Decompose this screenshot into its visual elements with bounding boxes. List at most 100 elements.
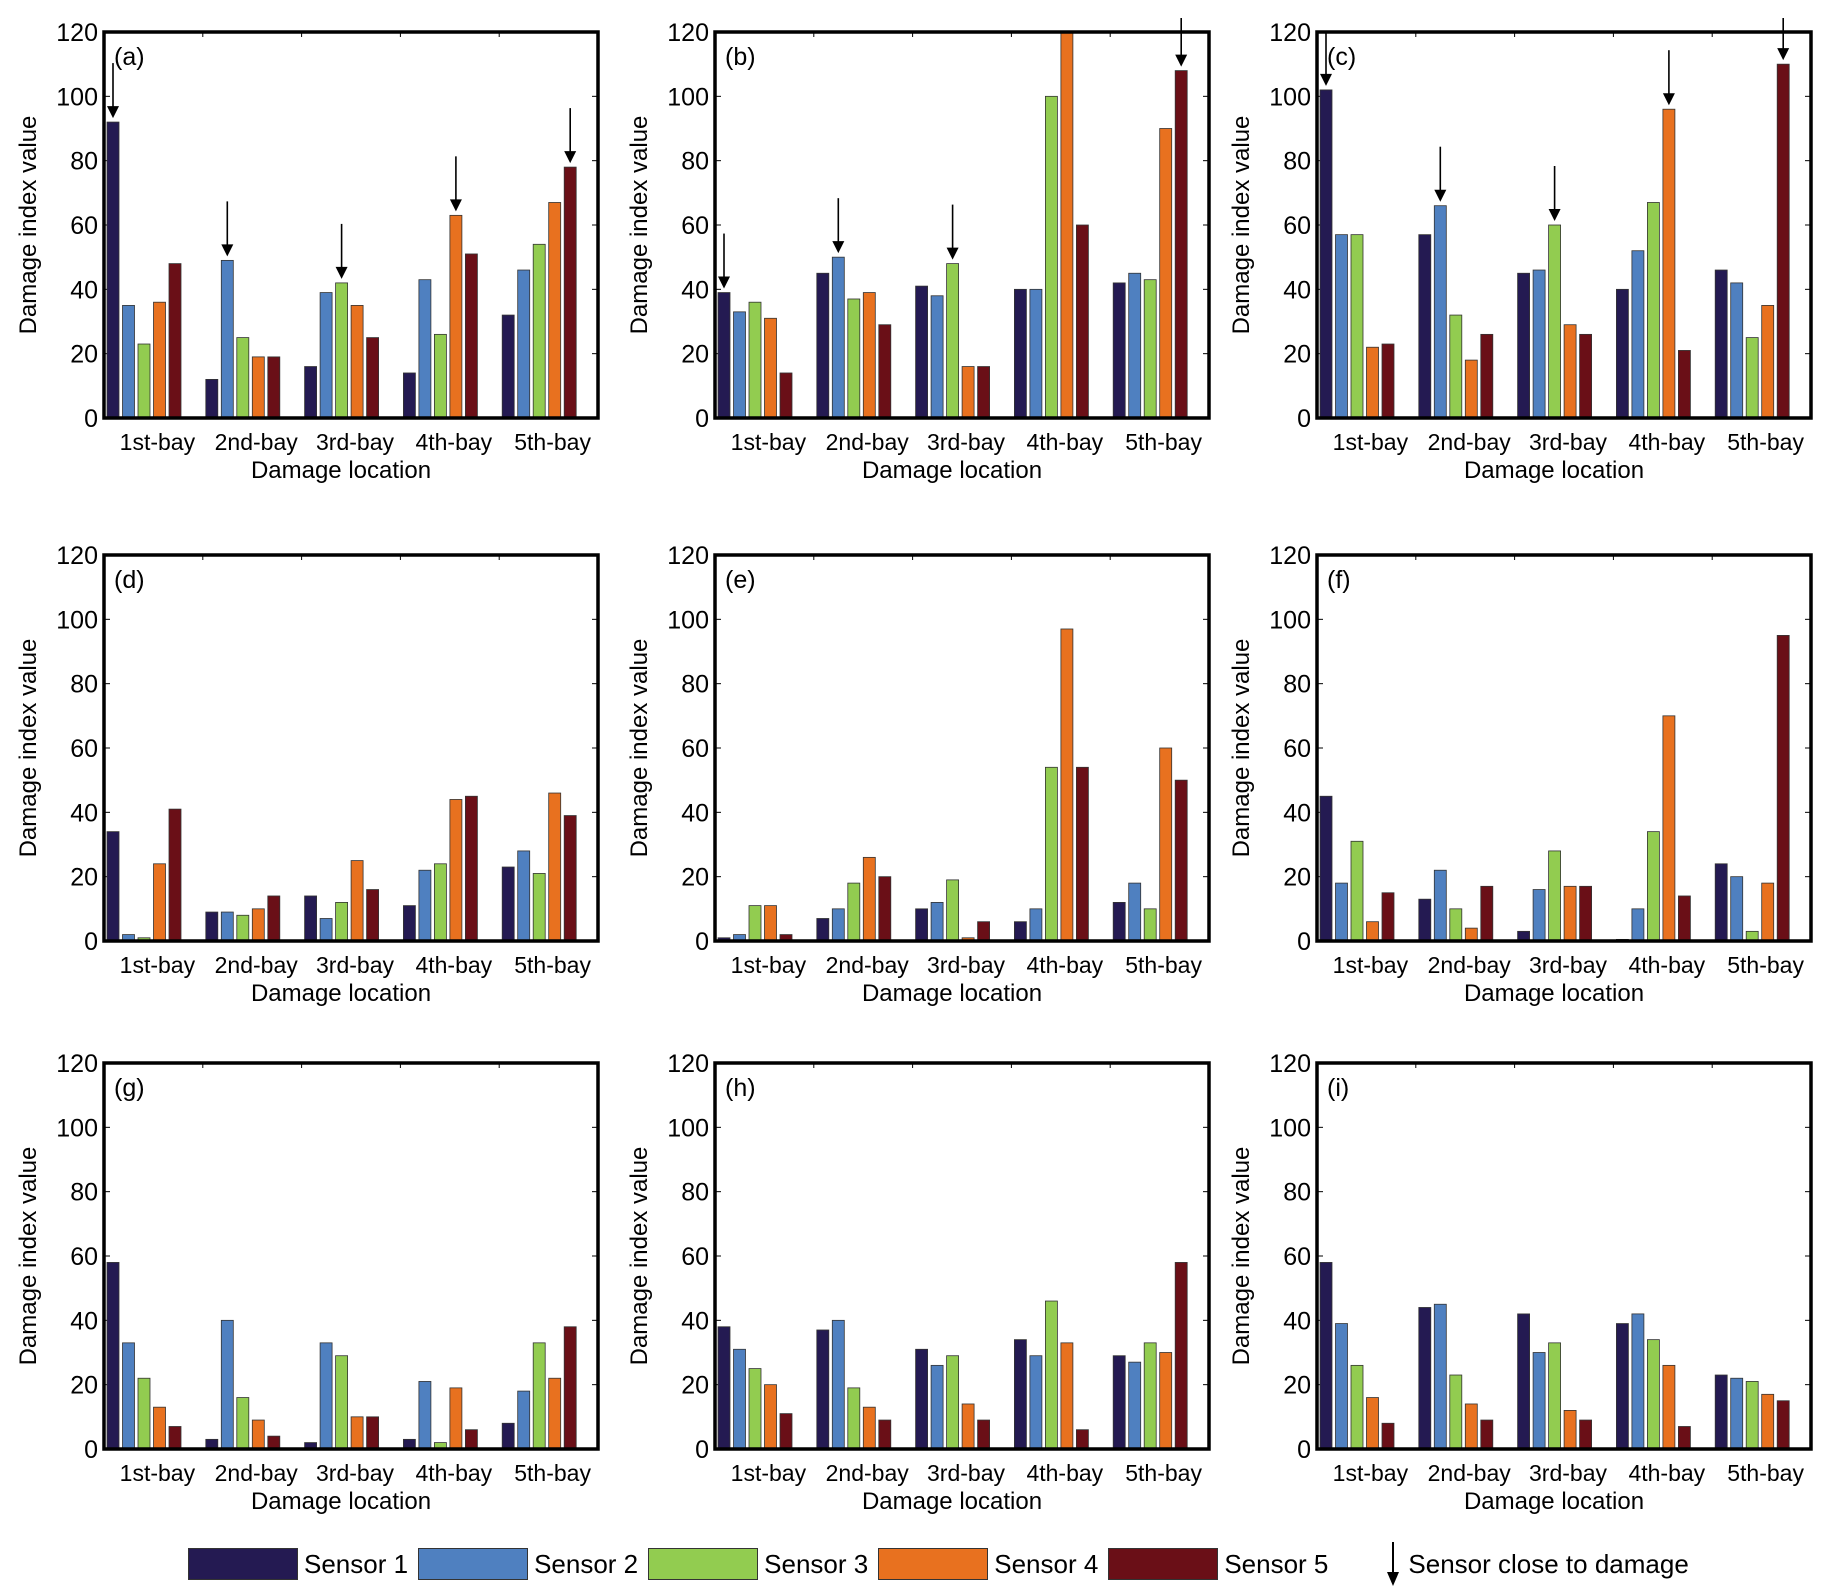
bar-e-4-sensor-2 — [1029, 908, 1043, 942]
bar-b-5-sensor-5 — [1174, 70, 1188, 419]
y-tick-label: 60 — [70, 212, 98, 240]
bar-b-3-sensor-2 — [930, 295, 944, 419]
bar-f-2-sensor-5 — [1480, 885, 1494, 942]
bar-a-3-sensor-2 — [319, 292, 333, 419]
y-tick-label: 0 — [695, 1436, 709, 1464]
panel-label: (e) — [725, 566, 756, 594]
x-tick-label: 1st-bay — [731, 952, 807, 978]
bar-f-2-sensor-2 — [1433, 869, 1447, 942]
bar-c-2-sensor-3 — [1449, 314, 1463, 419]
bar-d-4-sensor-5 — [464, 795, 478, 942]
bar-e-2-sensor-3 — [847, 882, 861, 942]
y-tick-label: 80 — [681, 1179, 709, 1207]
bar-h-1-sensor-4 — [764, 1384, 777, 1450]
legend-item-sensor-1: Sensor 1 — [188, 1548, 408, 1580]
bar-i-1-sensor-4 — [1366, 1397, 1379, 1450]
x-tick-label: 2nd-bay — [1428, 1460, 1512, 1486]
y-tick-label: 60 — [681, 1243, 709, 1271]
bar-h-5-sensor-3 — [1143, 1342, 1157, 1450]
panel-label: (f) — [1327, 566, 1351, 594]
bar-d-5-sensor-3 — [532, 873, 546, 942]
bar-h-5-sensor-4 — [1159, 1352, 1173, 1450]
bar-a-3-sensor-3 — [335, 282, 349, 419]
bar-d-1-sensor-5 — [168, 808, 182, 942]
y-tick-label: 100 — [56, 83, 98, 111]
plot-frame — [713, 30, 1211, 420]
bar-c-3-sensor-3 — [1548, 224, 1561, 419]
y-tick-label: 40 — [70, 1307, 98, 1335]
bar-a-4-sensor-1 — [402, 372, 416, 419]
y-tick-label: 20 — [70, 341, 98, 369]
damage-arrow-head — [1434, 189, 1447, 202]
bar-i-3-sensor-5 — [1579, 1419, 1592, 1450]
damage-arrow-head — [718, 276, 730, 289]
bar-i-1-sensor-3 — [1350, 1364, 1364, 1450]
damage-arrow-head — [1777, 48, 1790, 61]
x-tick-label: 3rd-bay — [927, 952, 1005, 978]
bar-a-3-sensor-5 — [366, 337, 380, 419]
damage-arrow-head — [449, 199, 462, 212]
y-tick-label: 20 — [1283, 1372, 1311, 1400]
bar-i-5-sensor-1 — [1714, 1374, 1728, 1450]
bar-f-5-sensor-5 — [1776, 635, 1790, 942]
x-tick-label: 5th-bay — [1125, 429, 1202, 455]
bar-d-4-sensor-2 — [418, 869, 432, 942]
bar-e-4-sensor-1 — [1014, 921, 1027, 942]
y-tick-label: 40 — [1283, 799, 1311, 827]
bar-d-3-sensor-2 — [319, 918, 333, 942]
bar-c-2-sensor-5 — [1480, 333, 1494, 419]
bar-c-5-sensor-2 — [1730, 282, 1744, 419]
bar-e-3-sensor-1 — [915, 908, 928, 942]
x-tick-label: 4th-bay — [415, 429, 492, 455]
bar-a-2-sensor-5 — [267, 356, 281, 419]
bar-f-5-sensor-4 — [1761, 882, 1775, 942]
x-axis-label: Damage location — [251, 457, 431, 484]
bar-h-3-sensor-1 — [915, 1348, 928, 1450]
y-tick-label: 0 — [84, 1436, 98, 1464]
bar-a-4-sensor-2 — [418, 279, 432, 419]
y-tick-label: 100 — [667, 1114, 709, 1142]
y-tick-label: 0 — [1297, 405, 1311, 433]
bar-i-2-sensor-3 — [1449, 1374, 1463, 1450]
panel-label: (d) — [114, 566, 145, 594]
bar-g-1-sensor-2 — [122, 1342, 135, 1450]
y-axis-label: Damage index value — [626, 1147, 653, 1366]
bar-i-4-sensor-2 — [1631, 1313, 1645, 1450]
bar-b-4-sensor-5 — [1076, 224, 1089, 419]
x-tick-label: 5th-bay — [1125, 952, 1202, 978]
bar-a-2-sensor-3 — [236, 337, 250, 419]
bar-b-2-sensor-4 — [862, 292, 876, 419]
y-axis-label: Damage index value — [15, 639, 42, 858]
bar-b-5-sensor-4 — [1159, 128, 1173, 419]
damage-arrow-head — [1320, 73, 1332, 86]
y-tick-label: 120 — [667, 542, 709, 570]
legend: Sensor 1 Sensor 2 Sensor 3 Sensor 4 Sens… — [188, 1542, 1699, 1586]
x-tick-label: 3rd-bay — [316, 429, 394, 455]
bar-d-3-sensor-3 — [335, 902, 349, 942]
bar-a-2-sensor-4 — [251, 356, 265, 419]
panel-label: (c) — [1327, 43, 1356, 71]
bar-i-1-sensor-1 — [1319, 1262, 1333, 1450]
panel-label: (a) — [114, 43, 145, 71]
bar-d-4-sensor-4 — [449, 799, 463, 942]
bar-a-2-sensor-1 — [205, 378, 219, 419]
bar-c-1-sensor-2 — [1335, 234, 1348, 419]
bar-c-2-sensor-4 — [1464, 359, 1478, 419]
y-tick-label: 20 — [70, 1372, 98, 1400]
bar-e-3-sensor-3 — [946, 879, 959, 942]
bar-b-4-sensor-4 — [1060, 31, 1074, 419]
bar-e-2-sensor-4 — [862, 856, 876, 942]
bar-f-3-sensor-3 — [1548, 850, 1561, 942]
x-tick-label: 3rd-bay — [927, 429, 1005, 455]
legend-label-sensor-3: Sensor 3 — [764, 1548, 869, 1579]
x-tick-label: 1st-bay — [731, 1460, 807, 1486]
plot-frame — [102, 553, 600, 943]
x-tick-label: 1st-bay — [120, 429, 196, 455]
y-tick-label: 40 — [681, 1307, 709, 1335]
bar-c-1-sensor-1 — [1319, 89, 1333, 419]
bar-d-3-sensor-5 — [366, 889, 380, 942]
bar-i-3-sensor-2 — [1532, 1352, 1546, 1450]
bar-f-5-sensor-2 — [1730, 876, 1744, 942]
bar-i-2-sensor-5 — [1480, 1419, 1494, 1450]
